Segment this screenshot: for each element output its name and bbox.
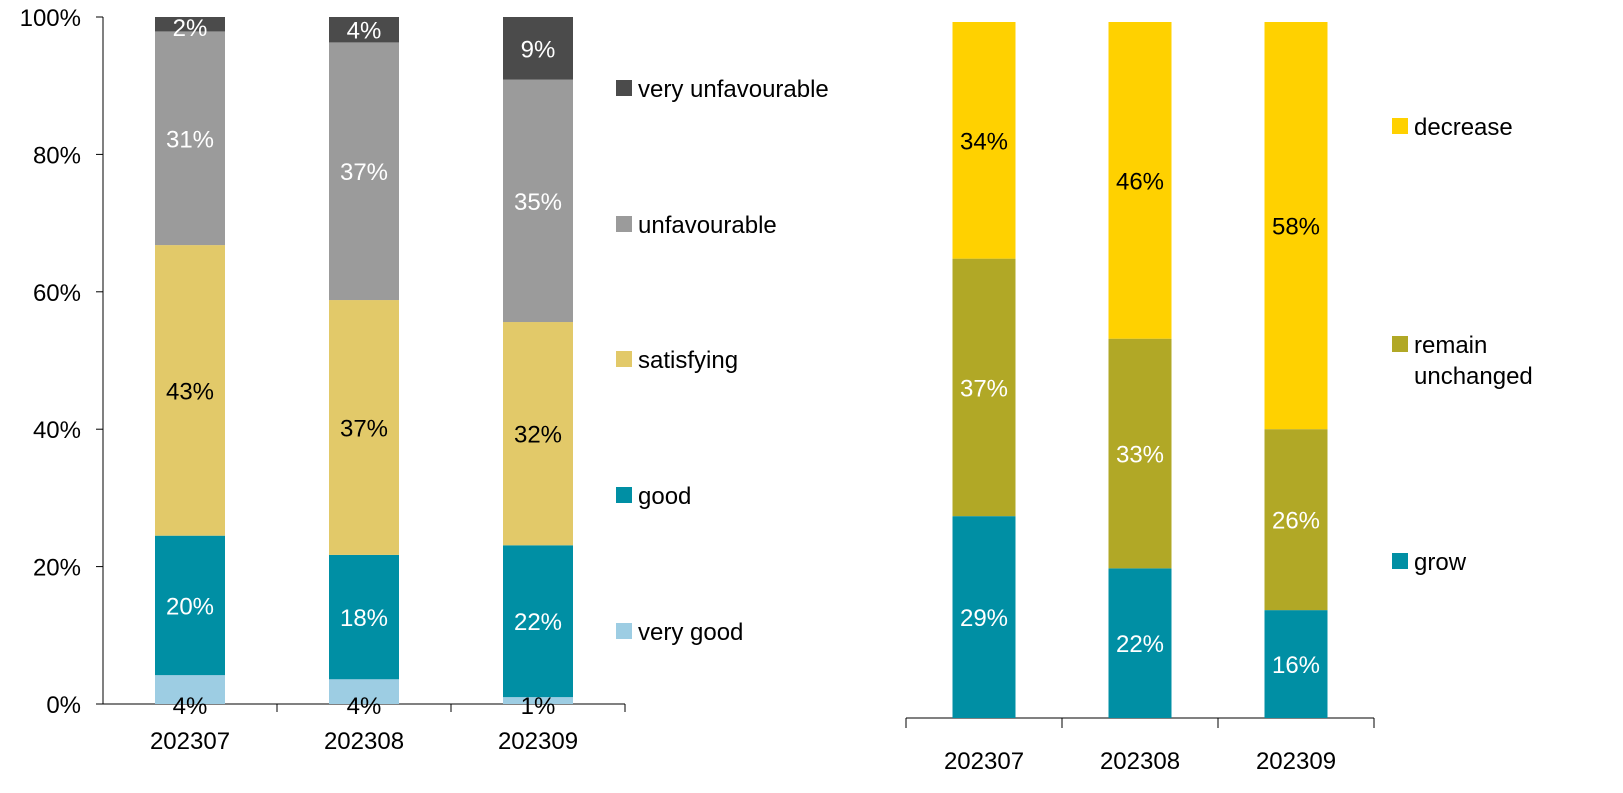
left-legend-label: unfavourable xyxy=(638,212,777,239)
right-data-label: 33% xyxy=(1116,442,1164,469)
left-data-label: 20% xyxy=(166,593,214,620)
left-bar-segment xyxy=(329,554,399,680)
right-data-label: 34% xyxy=(960,128,1008,155)
right-chart-expectations: 202307 202308 202309 29% 37% 34% 22% 33% 46% 16%… xyxy=(905,22,1533,775)
left-chart-satisfaction: 0% 20% 40% 60% 80% 100% 202307 202308 202309 4% 2… xyxy=(20,5,829,755)
right-data-label: 22% xyxy=(1116,631,1164,658)
right-bar-segment xyxy=(1264,22,1328,430)
right-bar-segment xyxy=(952,258,1016,517)
left-bar-segment xyxy=(329,300,399,555)
right-x-category-label: 202308 xyxy=(1100,748,1180,775)
left-y-tick-label: 0% xyxy=(46,692,81,719)
left-data-label: 32% xyxy=(514,422,562,449)
right-data-label: 26% xyxy=(1272,508,1320,535)
left-bar-segment xyxy=(329,42,399,301)
right-legend-swatch xyxy=(1392,336,1408,352)
left-bar-segment xyxy=(155,17,225,32)
right-bar-segment xyxy=(952,516,1016,718)
right-chart-legend: decrease remain unchanged grow xyxy=(1392,114,1533,576)
left-y-tick-label: 80% xyxy=(33,142,81,169)
left-legend-swatch xyxy=(616,216,632,232)
left-chart-axes: 0% 20% 40% 60% 80% 100% 202307 202308 202309 xyxy=(20,5,626,755)
left-bar-segment xyxy=(155,245,225,536)
left-x-category-label: 202307 xyxy=(150,728,230,755)
right-bar-segment xyxy=(952,22,1016,259)
left-legend-swatch xyxy=(616,351,632,367)
left-data-label: 4% xyxy=(347,693,382,720)
right-bar-segment xyxy=(1108,338,1172,569)
left-legend-label: satisfying xyxy=(638,347,738,374)
left-legend-swatch xyxy=(616,623,632,639)
right-chart-axes: 202307 202308 202309 xyxy=(905,717,1375,775)
left-legend-label: good xyxy=(638,483,691,510)
left-data-label: 18% xyxy=(340,605,388,632)
left-bar-segment xyxy=(155,31,225,246)
left-data-label: 2% xyxy=(173,15,208,42)
right-chart-bars: 29% 37% 34% 22% 33% 46% 16% 26% 58% xyxy=(952,22,1328,718)
left-data-label: 1% xyxy=(521,693,556,720)
right-legend-label: remain unchanged xyxy=(1414,332,1533,390)
left-data-label: 35% xyxy=(514,189,562,216)
left-bar-segment xyxy=(503,17,573,80)
left-x-category-label: 202308 xyxy=(324,728,404,755)
left-y-tick-label: 20% xyxy=(33,555,81,582)
left-chart-legend: very unfavourable unfavourable satisfying g… xyxy=(616,76,829,646)
right-x-category-label: 202307 xyxy=(944,748,1024,775)
right-bar-segment xyxy=(1108,22,1172,339)
left-data-label: 43% xyxy=(166,378,214,405)
left-data-label: 4% xyxy=(173,693,208,720)
left-bar-segment xyxy=(503,79,573,323)
right-legend-swatch xyxy=(1392,553,1408,569)
right-data-label: 16% xyxy=(1272,652,1320,679)
right-data-label: 58% xyxy=(1272,214,1320,241)
right-x-category-label: 202309 xyxy=(1256,748,1336,775)
left-legend-label: very good xyxy=(638,619,743,646)
right-data-label: 37% xyxy=(960,375,1008,402)
left-bar-segment xyxy=(329,17,399,43)
left-bar-segment xyxy=(503,697,573,704)
left-data-label: 22% xyxy=(514,609,562,636)
left-data-label: 9% xyxy=(521,36,556,63)
right-bar-segment xyxy=(1264,429,1328,611)
right-legend-label: grow xyxy=(1414,549,1467,576)
left-y-tick-label: 100% xyxy=(20,5,81,32)
left-bar-segment xyxy=(503,322,573,546)
left-bar-segment xyxy=(329,679,399,704)
left-legend-swatch xyxy=(616,487,632,503)
right-bar-segment xyxy=(1264,610,1328,718)
right-legend-swatch xyxy=(1392,118,1408,134)
right-bar-segment xyxy=(1108,568,1172,718)
left-legend-swatch xyxy=(616,80,632,96)
left-data-label: 31% xyxy=(166,126,214,153)
right-data-label: 46% xyxy=(1116,168,1164,195)
left-chart-bars: 4% 20% 43% 31% 2% 4% 18% 37% 37% 4% 1% 22% 32% 35% 9% xyxy=(155,15,573,720)
left-bar-segment xyxy=(155,675,225,704)
left-data-label: 4% xyxy=(347,18,382,45)
left-bar-segment xyxy=(503,545,573,698)
left-y-tick-label: 60% xyxy=(33,280,81,307)
right-data-label: 29% xyxy=(960,605,1008,632)
left-data-label: 37% xyxy=(340,159,388,186)
right-legend-label: decrease xyxy=(1414,114,1513,141)
left-legend-label: very unfavourable xyxy=(638,76,829,103)
left-bar-segment xyxy=(155,535,225,676)
left-x-category-label: 202309 xyxy=(498,728,578,755)
left-y-tick-label: 40% xyxy=(33,417,81,444)
left-data-label: 37% xyxy=(340,415,388,442)
